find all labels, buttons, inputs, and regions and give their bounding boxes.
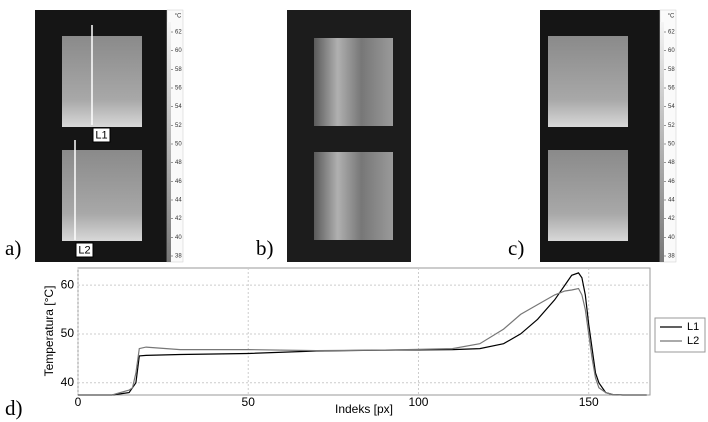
colorbar-tick-label: 58 [668,67,675,73]
y-tick-label: 60 [61,277,75,291]
visual-image-b [287,10,411,262]
colorbar-tick-label: 56 [175,86,182,92]
panel-label: a) [5,236,21,260]
colorbar-unit: °C [175,14,182,20]
colorbar-tick-label: 50 [175,142,182,148]
panel-label: d) [5,396,23,420]
colorbar-tick-label: 52 [668,123,675,129]
series-line [78,272,647,396]
colorbar-tick-label: 54 [668,104,675,110]
colorbar-tick-label: 56 [668,86,675,92]
colorbar-tick-label: 44 [668,198,675,204]
colorbar-tick-label: 46 [175,179,182,185]
colorbar-tick-label: 46 [668,179,675,185]
colorbar-tick-label: 44 [175,198,182,204]
colorbar-tick-label: 42 [668,216,675,222]
legend [654,317,706,353]
legend-label: L1 [687,321,699,333]
colorbar-tick-label: 38 [668,254,675,260]
thermal-image-a: L1 L2 °C 62 60 58 56 54 52 50 48 46 44 42 40 38 [35,9,184,263]
y-axis-label: Temperatura [°C] [42,286,56,377]
profile-label: L2 [78,244,90,256]
x-tick-label: 100 [408,395,428,409]
colorbar-tick-label: 48 [668,160,675,166]
colorbar-tick-label: 50 [668,142,675,148]
colorbar-tick-label: 62 [175,30,182,36]
profile-label: L1 [95,129,107,141]
x-tick-label: 0 [75,395,82,409]
plot-area [77,267,651,396]
legend-label: L2 [687,335,699,347]
panel-label: c) [508,236,524,260]
x-axis-label: Indeks [px] [335,402,393,416]
colorbar-tick-label: 40 [668,235,675,241]
colorbar-tick-label: 60 [175,48,182,54]
colorbar-tick-label: 60 [668,48,675,54]
thermal-image-c: °C 62 60 58 56 54 52 50 48 46 44 42 40 38 [540,9,677,263]
colorbar-tick-label: 52 [175,123,182,129]
colorbar-tick-label: 58 [175,67,182,73]
colorbar-tick-label: 38 [175,254,182,260]
colorbar-tick-label: 42 [175,216,182,222]
panel-label: b) [256,236,274,260]
series-line [78,287,647,396]
colorbar-tick-label: 48 [175,160,182,166]
colorbar-tick-label: 54 [175,104,182,110]
colorbar-unit: °C [668,14,675,20]
y-tick-label: 50 [61,326,75,340]
colorbar-tick-label: 62 [668,30,675,36]
x-tick-label: 150 [579,395,599,409]
colorbar-tick-label: 40 [175,235,182,241]
x-tick-label: 50 [242,395,256,409]
y-tick-label: 40 [61,375,75,389]
